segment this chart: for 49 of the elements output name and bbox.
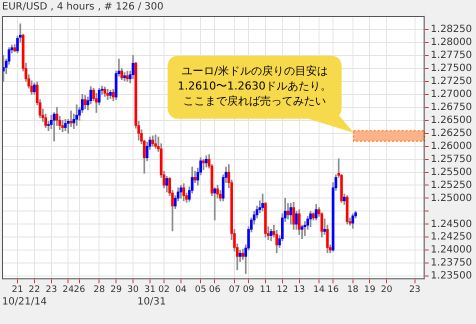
y-tick-label: 1.28000 [430, 37, 472, 48]
chart-title: EUR/USD , 4 hours , # 126 / 300 [2, 2, 164, 13]
x-tick-label: 20 [380, 284, 393, 295]
x-tick-label: 13 [294, 284, 305, 295]
candlestick [61, 120, 64, 132]
y-tick-label: 1.27250 [430, 76, 472, 88]
x-tick-label: 30 [127, 284, 140, 295]
y-tick-label: 1.25250 [430, 180, 472, 191]
x-tick-label: 14 [313, 284, 325, 295]
y-tick-label: 1.25750 [430, 154, 472, 165]
x-tick-label: 26 [74, 284, 86, 295]
y-tick-label: 1.28250 [430, 24, 472, 36]
text: 10/31 [137, 296, 166, 308]
x-tick-label: 06 [209, 284, 221, 295]
x-tick-label: 23 [46, 284, 58, 295]
y-tick-label: 1.24250 [430, 232, 472, 243]
x-tick-label: 19 [364, 284, 376, 295]
x-tick-label: 24 [62, 284, 74, 295]
x-tick-label: 23 [409, 284, 421, 295]
x-tick-label: 07 [228, 284, 240, 295]
x-tick-label: 09 [242, 284, 255, 295]
x-tick-label: 12 [276, 284, 288, 295]
x-tick-label: 29 [110, 284, 122, 295]
x-tick-label: 22 [28, 284, 40, 295]
x-tick-label: 31 [144, 284, 156, 295]
x-tick-label: 16 [327, 284, 340, 295]
x-tick-label: 05 [194, 284, 206, 295]
y-tick-label: 1.24000 [430, 244, 472, 256]
text: 10/21/14 [2, 296, 47, 308]
x-tick-label: 02 [158, 284, 170, 295]
y-tick-label: 1.23500 [430, 270, 472, 282]
y-tick-label: 1.24500 [430, 218, 472, 230]
candlestick [154, 134, 157, 149]
x-tick-label: 18 [347, 284, 359, 295]
y-tick-label: 1.27000 [430, 88, 472, 100]
y-tick-label: 1.26750 [430, 102, 472, 113]
y-tick-label: 1.26500 [430, 114, 472, 126]
y-tick-label: 1.27750 [430, 50, 472, 62]
y-tick-label: 1.26000 [430, 140, 472, 152]
x-tick-label: 04 [175, 284, 187, 295]
y-tick-label: 1.27500 [430, 63, 472, 74]
band-label: ユーロ/米ドルの戻りの目安は1.2610〜1.2630ドルあたり。ここまで戻れば売ってみたい [178, 64, 332, 108]
y-tick-label: 1.25500 [430, 166, 472, 178]
x-tick-label: 28 [93, 284, 106, 295]
y-tick-label: 1.26250 [430, 128, 472, 139]
x-tick-label: 21 [12, 284, 24, 295]
y-tick-label: 1.25000 [430, 192, 472, 204]
x-tick-label: 11 [260, 284, 272, 295]
y-tick-label: 1.23750 [430, 258, 472, 269]
